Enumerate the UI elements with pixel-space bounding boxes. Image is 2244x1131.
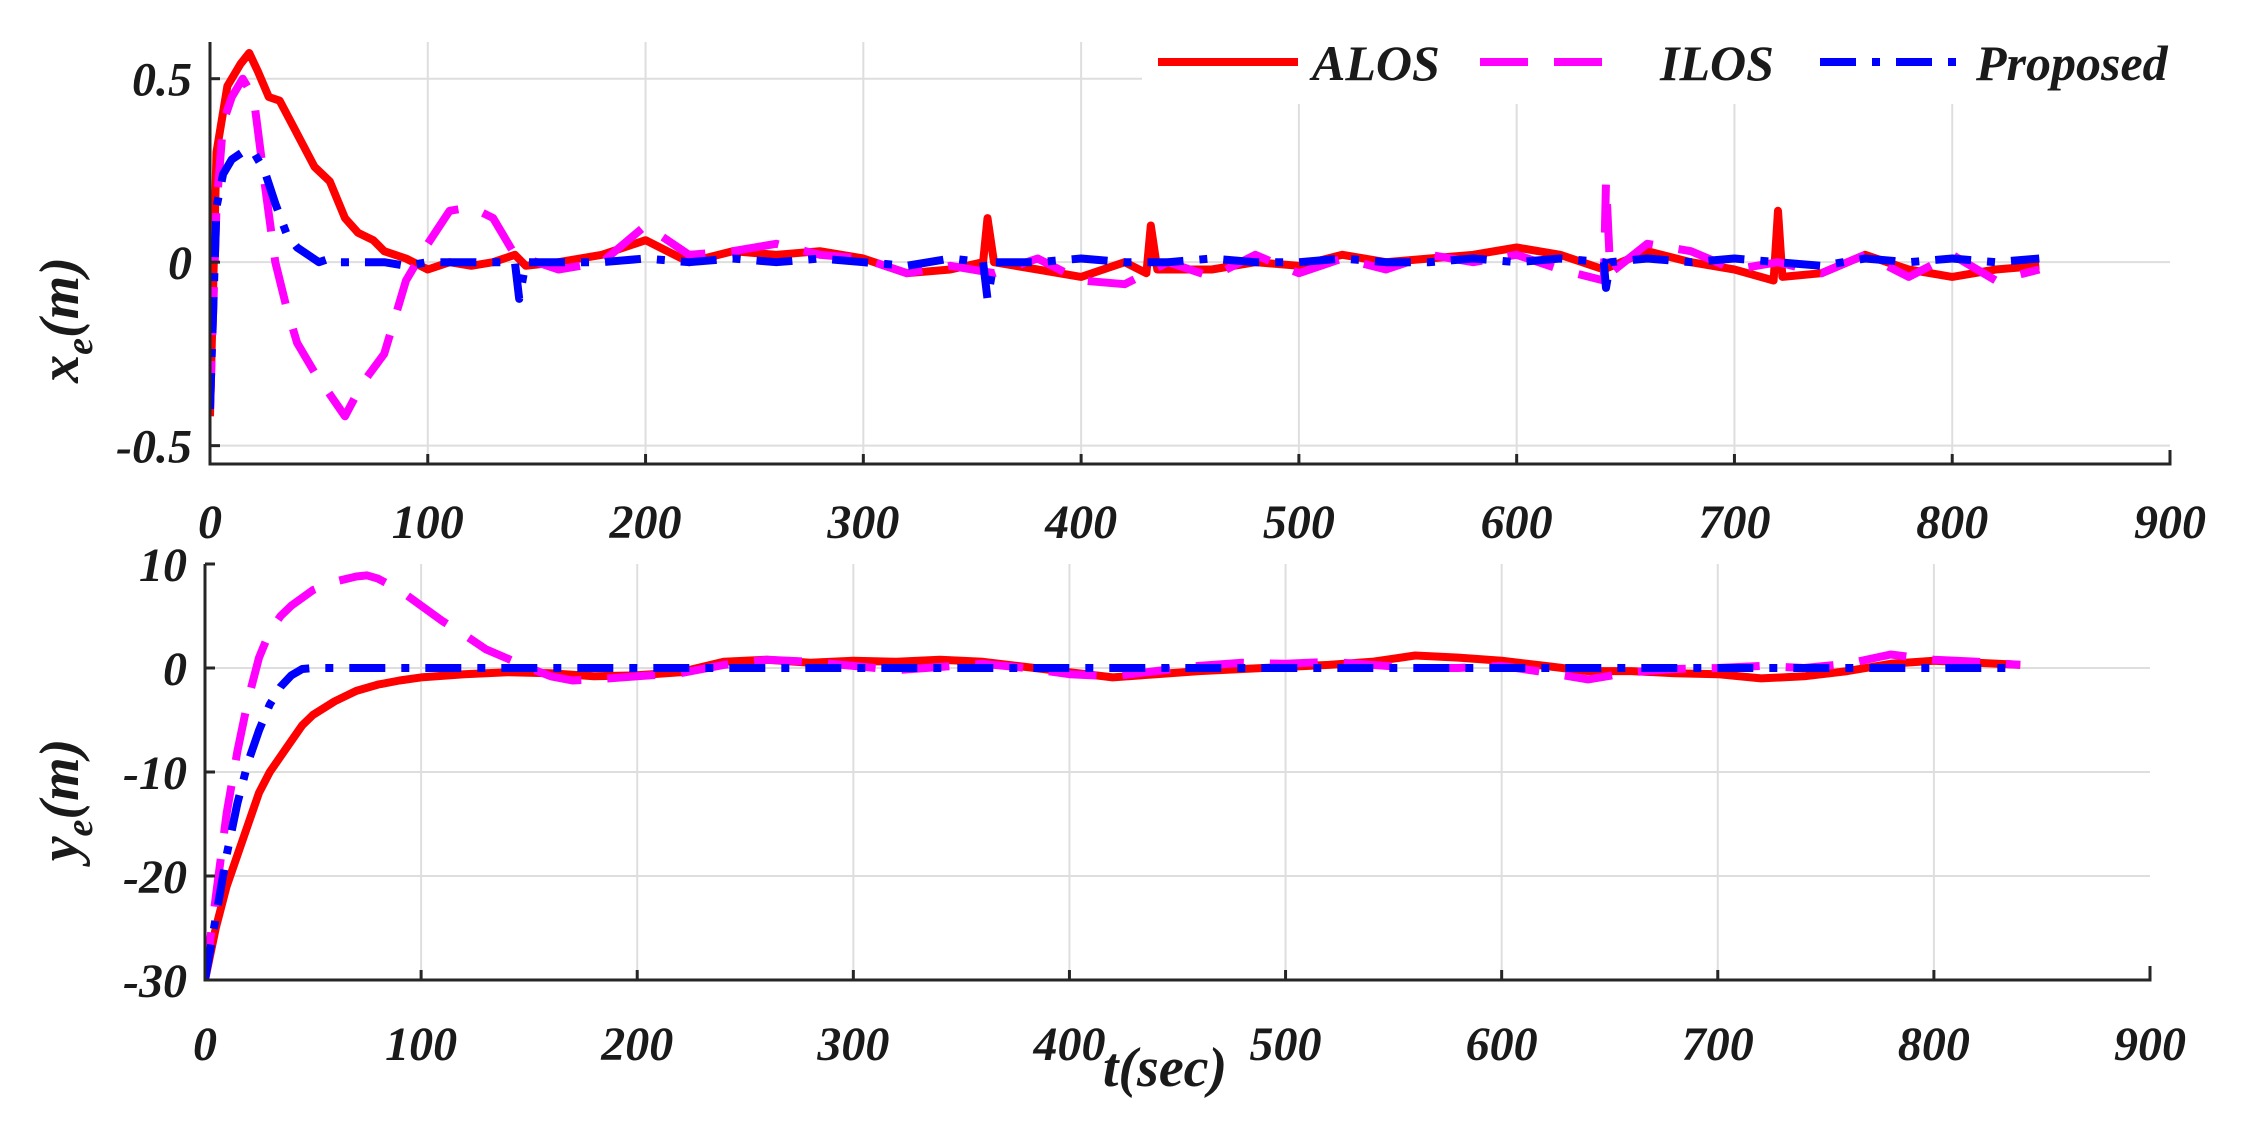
ye-x-tick-label: 600 <box>1466 1018 1538 1071</box>
xe-y-tick-label: 0 <box>168 237 192 290</box>
ye-y-axis-label: ye(m) <box>29 739 101 868</box>
legend: ALOS ILOS Proposed <box>1142 26 2220 104</box>
x-axis-label: t(sec) <box>1103 1037 1227 1099</box>
xe-x-tick-label: 300 <box>826 496 899 549</box>
ye-x-tick-label: 300 <box>816 1018 889 1071</box>
ye-x-tick-label: 700 <box>1682 1018 1754 1071</box>
ye-ylabel-sub: e <box>59 819 101 836</box>
xe-ylabel-sub: e <box>59 338 101 355</box>
legend-items: ALOS ILOS Proposed <box>1158 35 2169 91</box>
xe-x-tick-label: 600 <box>1481 496 1553 549</box>
legend-label-alos: ALOS <box>1309 35 1440 91</box>
ye-x-tick-label: 400 <box>1032 1018 1105 1071</box>
xe-x-tick-label: 700 <box>1698 496 1770 549</box>
ye-x-tick-label: 100 <box>385 1018 457 1071</box>
ye-x-tick-label: 900 <box>2114 1018 2186 1071</box>
legend-label-proposed: Proposed <box>1975 35 2169 91</box>
xe-ylabel-unit: (m) <box>29 257 91 338</box>
xe-y-tick-label: -0.5 <box>116 421 192 474</box>
xe-series-proposed <box>210 148 2040 410</box>
ye-y-tick-label: 10 <box>139 539 187 592</box>
xe-x-tick-label: 800 <box>1916 496 1988 549</box>
ye-x-tick-label: 800 <box>1898 1018 1970 1071</box>
ye-y-tick-label: -20 <box>123 851 187 904</box>
legend-label-ilos: ILOS <box>1659 35 1774 91</box>
ye-x-tick-label: 500 <box>1250 1018 1322 1071</box>
xe-x-tick-label: 500 <box>1263 496 1335 549</box>
xe-x-tick-label: 900 <box>2134 496 2206 549</box>
ye-y-tick-label: 0 <box>163 643 187 696</box>
xe-x-tick-label: 400 <box>1044 496 1117 549</box>
ye-y-tick-label: -10 <box>123 747 187 800</box>
xe-x-tick-label: 200 <box>609 496 682 549</box>
ye-series-proposed <box>205 664 2021 980</box>
ye-ylabel-base: y <box>29 835 91 867</box>
xe-y-tick-label: 0.5 <box>132 54 192 107</box>
xe-y-axis-label: xe(m) <box>29 257 101 384</box>
ye-y-tick-label: -30 <box>123 955 187 1008</box>
ye-series <box>205 571 2021 980</box>
xe-x-tick-label: 0 <box>198 496 222 549</box>
legend-background <box>1142 26 2220 104</box>
xe-x-tick-label: 100 <box>392 496 464 549</box>
ye-panel: 0 100 200 300 400 500 600 700 800 900100-10-20-30… <box>29 539 2186 1099</box>
xe-series <box>210 49 2041 421</box>
xe-ylabel-base: x <box>29 355 91 384</box>
ye-x-tick-label: 200 <box>600 1018 673 1071</box>
ye-ylabel-unit: (m) <box>29 739 91 820</box>
ye-x-tick-label: 0 <box>193 1018 217 1071</box>
